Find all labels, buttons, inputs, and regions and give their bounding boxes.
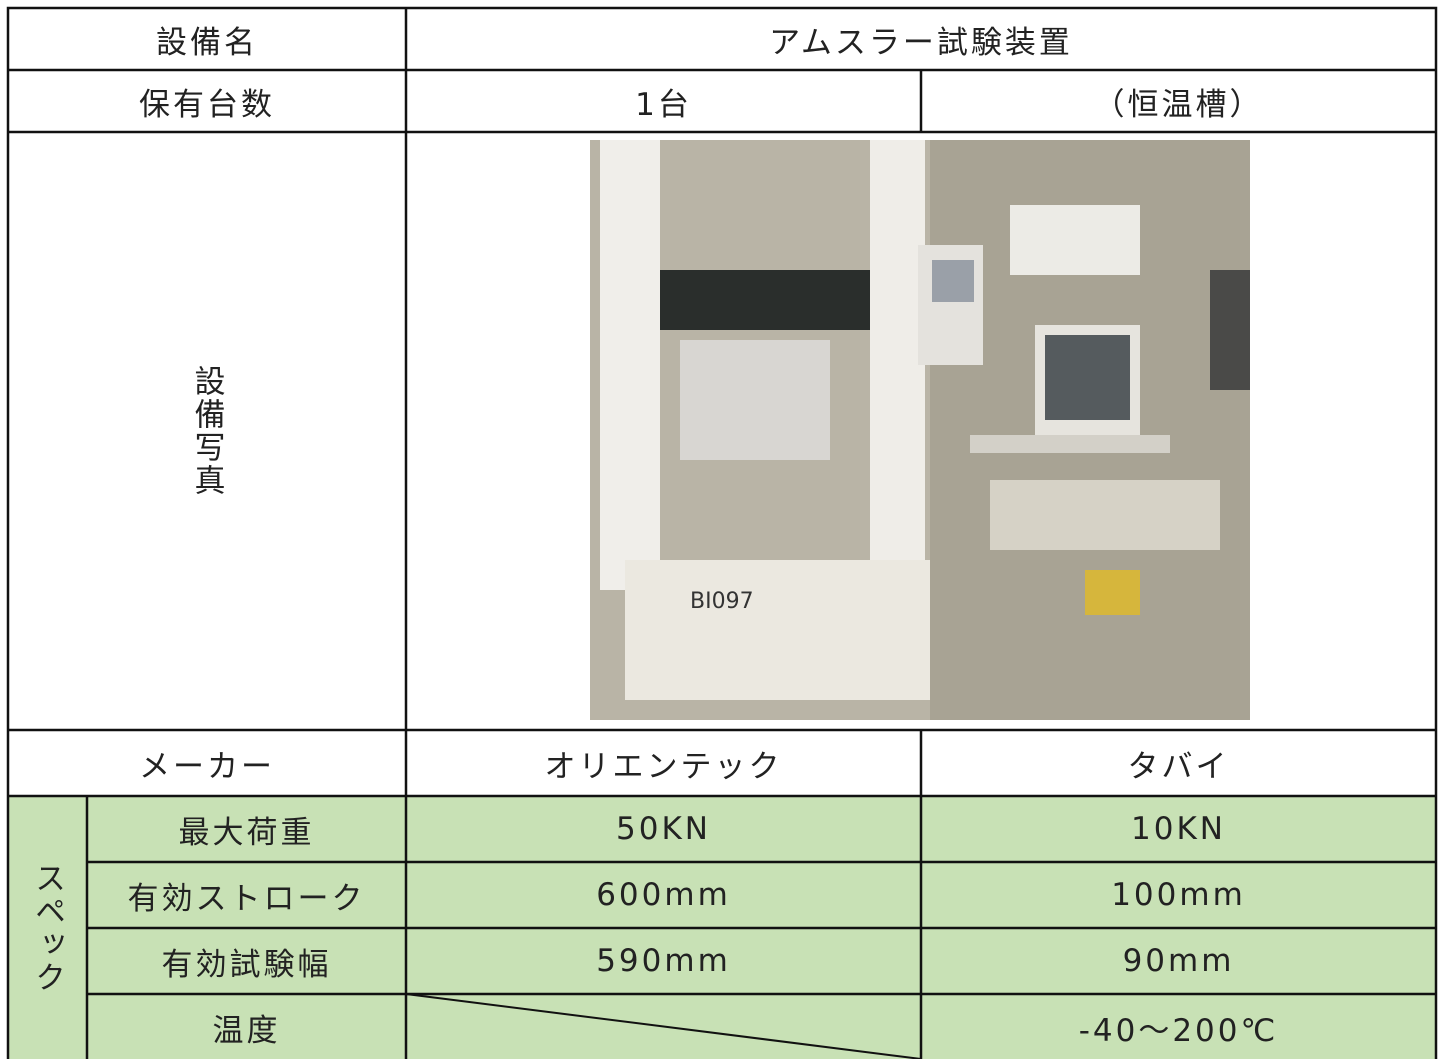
- equipment-label: 設備名: [156, 24, 258, 61]
- spec-value: 600mm: [596, 877, 731, 913]
- spec-label-cell: スペック: [8, 796, 87, 1059]
- grid-lines: [6, 6, 1438, 1059]
- count-label: 保有台数: [139, 86, 275, 123]
- spec-label: スペック: [29, 861, 65, 994]
- spec-value: 590mm: [596, 943, 731, 979]
- count-note: （恒温槽）: [1093, 86, 1264, 123]
- equipment-name: アムスラー試験装置: [769, 24, 1073, 61]
- spec-value: 100mm: [1111, 877, 1246, 913]
- maker-label: メーカー: [139, 748, 275, 785]
- spec-value: 10KN: [1131, 811, 1226, 847]
- spec-name: 有効試験幅: [161, 946, 332, 983]
- spec-name: 有効ストローク: [127, 880, 366, 917]
- maker: タバイ: [1127, 748, 1230, 785]
- spec-value: 90mm: [1122, 943, 1235, 979]
- spec-name: 温度: [212, 1012, 281, 1049]
- spec-name: 最大荷重: [178, 814, 315, 851]
- photo: BI097: [590, 140, 1250, 720]
- photo-label-cell: 設備写真: [8, 132, 406, 730]
- photo-label: 設備写真: [188, 365, 225, 497]
- count: 1台: [635, 86, 692, 123]
- spec-value: 50KN: [616, 811, 711, 847]
- spec-value: -40～200℃: [1078, 1012, 1279, 1049]
- svg-text:BI097: BI097: [690, 589, 754, 614]
- maker: オリエンテック: [544, 748, 783, 785]
